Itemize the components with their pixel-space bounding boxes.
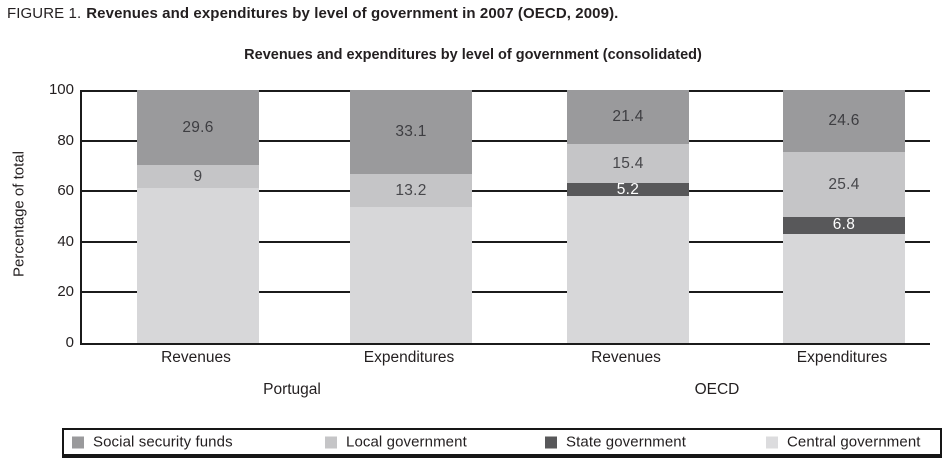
x-label-2-expenditures: Expenditures: [363, 349, 455, 366]
legend-item-local-government: Local government: [325, 434, 467, 451]
segment-central-government: [137, 187, 259, 343]
y-tick-80: 80: [57, 131, 74, 149]
y-tick-0: 0: [65, 334, 74, 351]
gridline-60: [82, 190, 930, 193]
legend-item-social-security-funds: Social security funds: [72, 434, 233, 451]
segment-social-security-funds: 33.1: [350, 90, 472, 174]
segment-local-government: 13.2: [350, 173, 472, 208]
group-label-portugal: Portugal: [263, 381, 321, 398]
bar-value-label: 9: [193, 167, 203, 185]
bar-value-label: 21.4: [612, 108, 644, 126]
bar-value-label: 13.2: [395, 181, 427, 199]
legend-swatch-central-government: [766, 436, 778, 448]
segment-social-security-funds: 29.6: [137, 90, 259, 165]
bar-2-expenditures: 13.2 33.1: [350, 90, 472, 343]
segment-state-government: 5.2: [567, 180, 689, 198]
y-tick-20: 20: [57, 283, 74, 301]
segment-social-security-funds: 21.4: [567, 90, 689, 145]
gridline-20: [82, 291, 930, 294]
gridline-40: [82, 240, 930, 243]
legend: Social security funds Local government Sta…: [62, 428, 942, 458]
legend-label: Central government: [787, 433, 921, 451]
bar-3-revenues: 5.2 15.4 21.4: [567, 90, 689, 343]
legend-swatch-local-government: [325, 436, 337, 448]
bar-value-label: 24.6: [828, 112, 860, 130]
segment-state-government: 6.8: [783, 216, 905, 234]
figure-title-text: Revenues and expenditures by level of go…: [86, 5, 619, 22]
plot-area: 9 29.6 13.2 33.1 5.2 15.4 21.4 6.8 25.4 24.6: [80, 90, 930, 345]
bar-value-label: 29.6: [182, 118, 214, 136]
segment-social-security-funds: 24.6: [783, 90, 905, 153]
chart-title: Revenues and expenditures by level of go…: [244, 47, 702, 63]
legend-label: Local government: [346, 433, 467, 451]
figure-number: FIGURE 1.: [7, 5, 82, 22]
legend-label: Social security funds: [93, 433, 233, 451]
bar-value-label: 25.4: [828, 175, 860, 193]
y-tick-100: 100: [48, 81, 74, 98]
y-axis-title: Percentage of total: [10, 151, 28, 277]
x-label-3-revenues: Revenues: [591, 349, 661, 366]
bar-4-expenditures: 6.8 25.4 24.6: [783, 90, 905, 343]
bar-1-revenues: 9 29.6: [137, 90, 259, 343]
y-tick-40: 40: [57, 232, 74, 250]
segment-local-government: 15.4: [567, 144, 689, 184]
gridline-80: [82, 139, 930, 142]
bar-value-label: 15.4: [612, 154, 644, 172]
legend-item-state-government: State government: [545, 434, 686, 451]
segment-central-government: [567, 196, 689, 343]
legend-item-central-government: Central government: [766, 434, 921, 451]
segment-local-government: 9: [137, 164, 259, 188]
legend-swatch-social-security-funds: [72, 436, 84, 448]
segment-central-government: [350, 207, 472, 343]
x-label-4-expenditures: Expenditures: [796, 349, 888, 366]
bar-value-label: 33.1: [395, 123, 427, 141]
segment-central-government: [783, 233, 905, 343]
x-label-1-revenues: Revenues: [161, 349, 231, 366]
segment-local-government: 25.4: [783, 152, 905, 217]
bar-value-label: 6.8: [832, 216, 856, 234]
legend-label: State government: [566, 433, 687, 451]
group-label-oecd: OECD: [694, 381, 740, 398]
legend-swatch-state-government: [545, 436, 557, 448]
gridline-100: [82, 90, 930, 92]
figure-caption: FIGURE 1. Revenues and expenditures by le…: [7, 5, 618, 22]
bar-value-label: 5.2: [616, 180, 640, 198]
y-tick-60: 60: [57, 182, 74, 200]
